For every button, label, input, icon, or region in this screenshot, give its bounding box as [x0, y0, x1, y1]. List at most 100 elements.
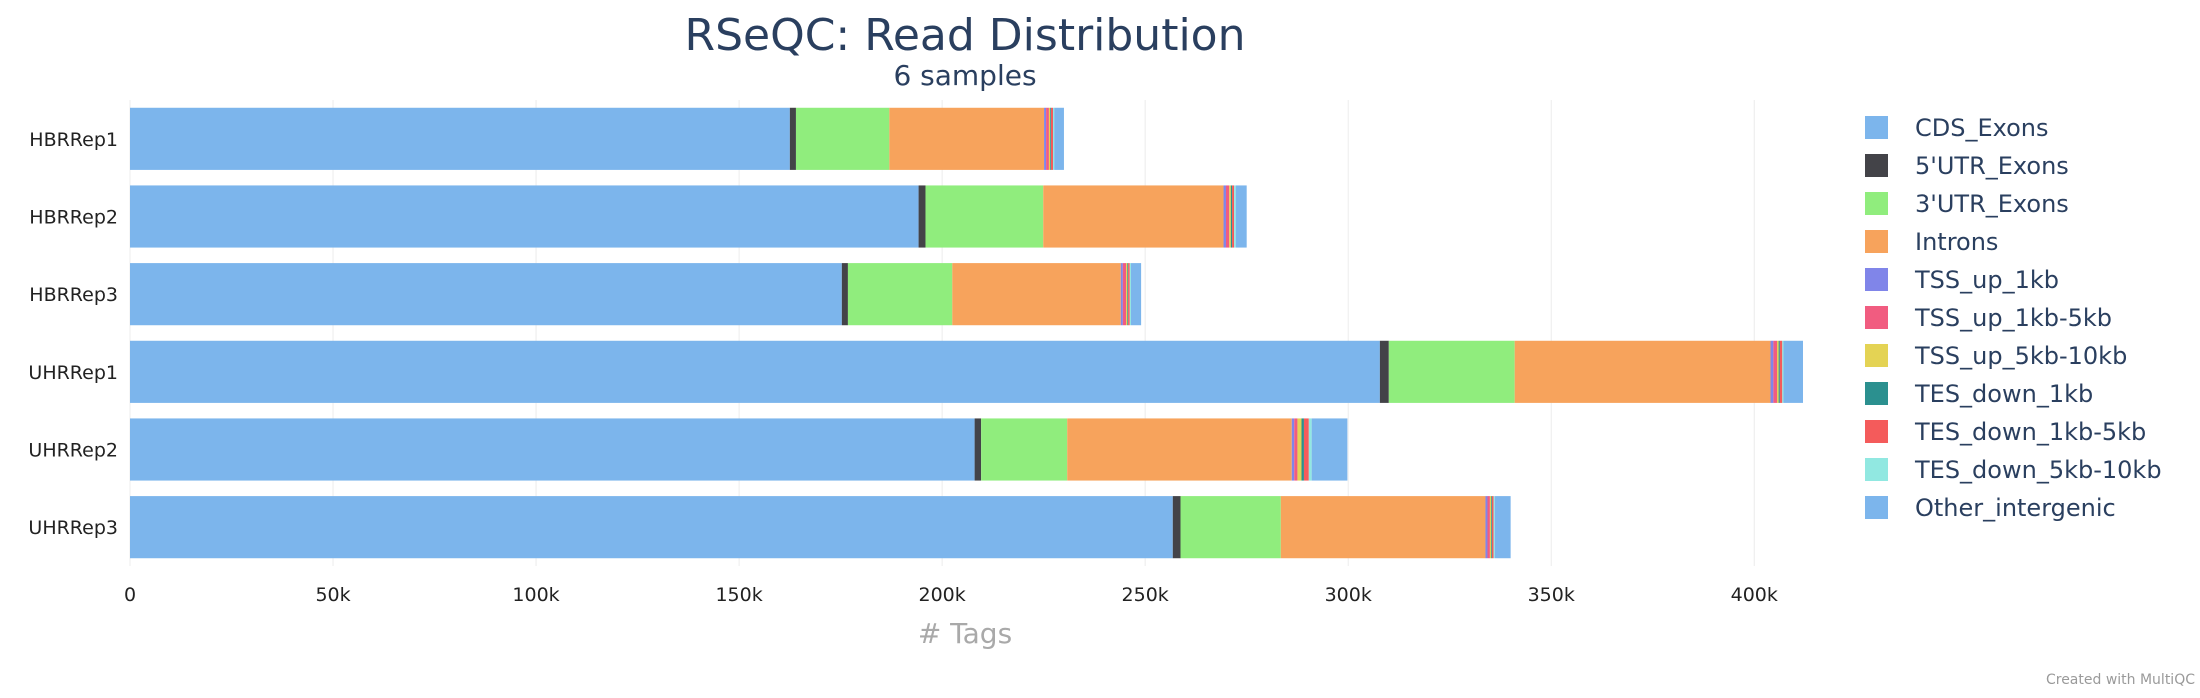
- bar-segment[interactable]: [1311, 418, 1348, 481]
- bar-segment[interactable]: [974, 418, 982, 481]
- bar-segment[interactable]: [1308, 418, 1312, 481]
- bar-segment[interactable]: [130, 185, 919, 248]
- legend-swatch: [1865, 344, 1888, 367]
- legend-item[interactable]: Introns: [1865, 228, 1998, 256]
- bar-row[interactable]: [130, 263, 1142, 326]
- legend-item[interactable]: 5'UTR_Exons: [1865, 152, 2069, 180]
- bar-segment[interactable]: [1778, 340, 1780, 403]
- bar-segment[interactable]: [130, 496, 1173, 559]
- legend-label: TSS_up_5kb-10kb: [1914, 342, 2127, 370]
- bar-row[interactable]: [130, 107, 1064, 170]
- bar-row[interactable]: [130, 340, 1803, 403]
- bar-segment[interactable]: [1514, 340, 1771, 403]
- bar-segment[interactable]: [1770, 340, 1774, 403]
- bar-segment[interactable]: [795, 107, 890, 170]
- bar-segment[interactable]: [130, 263, 842, 326]
- bar-segment[interactable]: [981, 418, 1068, 481]
- bar-segment[interactable]: [1294, 418, 1298, 481]
- bar-segment[interactable]: [1128, 263, 1130, 326]
- legend-item[interactable]: TES_down_5kb-10kb: [1865, 456, 2162, 484]
- bar-segment[interactable]: [1782, 340, 1784, 403]
- bar-segment[interactable]: [1280, 496, 1486, 559]
- bar-area[interactable]: [130, 107, 1803, 559]
- bar-segment[interactable]: [1297, 418, 1302, 481]
- bar-segment[interactable]: [1388, 340, 1515, 403]
- bar-segment[interactable]: [130, 107, 790, 170]
- y-tick-label: HBRRep1: [29, 129, 118, 151]
- x-tick-label: 50k: [315, 584, 350, 606]
- bar-segment[interactable]: [1783, 340, 1803, 403]
- bar-segment[interactable]: [1777, 340, 1779, 403]
- legend-item[interactable]: 3'UTR_Exons: [1865, 190, 2069, 218]
- bar-segment[interactable]: [1779, 340, 1783, 403]
- bar-segment[interactable]: [1491, 496, 1494, 559]
- bar-segment[interactable]: [1052, 107, 1055, 170]
- bar-segment[interactable]: [1180, 496, 1281, 559]
- bar-segment[interactable]: [889, 107, 1045, 170]
- legend-item[interactable]: TSS_up_1kb: [1865, 266, 2059, 294]
- bar-segment[interactable]: [1043, 185, 1224, 248]
- bar-segment[interactable]: [1129, 263, 1131, 326]
- bar-segment[interactable]: [1491, 496, 1492, 559]
- bar-segment[interactable]: [1225, 185, 1230, 248]
- bar-segment[interactable]: [1120, 263, 1123, 326]
- bar-segment[interactable]: [130, 418, 975, 481]
- chart-subtitle: 6 samples: [893, 59, 1036, 92]
- bar-segment[interactable]: [1048, 107, 1051, 170]
- legend-label: TES_down_1kb: [1914, 380, 2093, 408]
- bar-segment[interactable]: [1044, 107, 1047, 170]
- legend-item[interactable]: TSS_up_5kb-10kb: [1865, 342, 2127, 370]
- bar-segment[interactable]: [841, 263, 848, 326]
- bar-segment[interactable]: [847, 263, 953, 326]
- bar-segment[interactable]: [1230, 185, 1233, 248]
- bar-segment[interactable]: [130, 340, 1380, 403]
- bar-segment[interactable]: [1126, 263, 1128, 326]
- credit-text[interactable]: Created with MultiQC: [2046, 672, 2195, 688]
- legend-label: Other_intergenic: [1915, 494, 2116, 522]
- bar-row[interactable]: [130, 496, 1511, 559]
- bar-segment[interactable]: [1223, 185, 1226, 248]
- bar-segment[interactable]: [1172, 496, 1181, 559]
- x-tick-label: 0: [124, 584, 136, 606]
- legend-swatch: [1865, 496, 1888, 519]
- bar-segment[interactable]: [789, 107, 796, 170]
- bar-segment[interactable]: [1130, 263, 1142, 326]
- bar-segment[interactable]: [1235, 185, 1247, 248]
- bar-row[interactable]: [130, 418, 1348, 481]
- bar-segment[interactable]: [1067, 418, 1292, 481]
- bar-row[interactable]: [130, 185, 1247, 248]
- bar-segment[interactable]: [1494, 496, 1511, 559]
- bar-segment[interactable]: [1232, 185, 1235, 248]
- x-tick-label: 400k: [1731, 584, 1778, 606]
- bar-segment[interactable]: [1487, 496, 1490, 559]
- bar-segment[interactable]: [1054, 107, 1064, 170]
- legend-item[interactable]: TES_down_1kb-5kb: [1865, 418, 2146, 446]
- bar-segment[interactable]: [1050, 107, 1051, 170]
- bar-segment[interactable]: [1303, 418, 1309, 481]
- bar-segment[interactable]: [1291, 418, 1295, 481]
- bar-segment[interactable]: [925, 185, 1044, 248]
- legend-item[interactable]: TSS_up_1kb-5kb: [1865, 304, 2112, 332]
- y-tick-label: UHRRep1: [28, 362, 118, 384]
- legend-swatch: [1865, 116, 1888, 139]
- bar-segment[interactable]: [1234, 185, 1236, 248]
- bar-segment[interactable]: [1773, 340, 1778, 403]
- bar-segment[interactable]: [1046, 107, 1049, 170]
- bar-segment[interactable]: [1229, 185, 1231, 248]
- legend-item[interactable]: Other_intergenic: [1865, 494, 2116, 522]
- bar-segment[interactable]: [1379, 340, 1389, 403]
- bar-segment[interactable]: [1301, 418, 1304, 481]
- legend-item[interactable]: TES_down_1kb: [1865, 380, 2093, 408]
- bar-segment[interactable]: [1050, 107, 1053, 170]
- legend-label: TES_down_1kb-5kb: [1914, 418, 2146, 446]
- bar-segment[interactable]: [1127, 263, 1129, 326]
- x-tick-label: 200k: [918, 584, 965, 606]
- legend-item[interactable]: CDS_Exons: [1865, 114, 2049, 142]
- legend-label: TSS_up_1kb-5kb: [1914, 304, 2112, 332]
- bar-segment[interactable]: [918, 185, 926, 248]
- bar-segment[interactable]: [1493, 496, 1495, 559]
- bar-segment[interactable]: [1485, 496, 1488, 559]
- bar-segment[interactable]: [952, 263, 1121, 326]
- bar-segment[interactable]: [1489, 496, 1492, 559]
- bar-segment[interactable]: [1122, 263, 1127, 326]
